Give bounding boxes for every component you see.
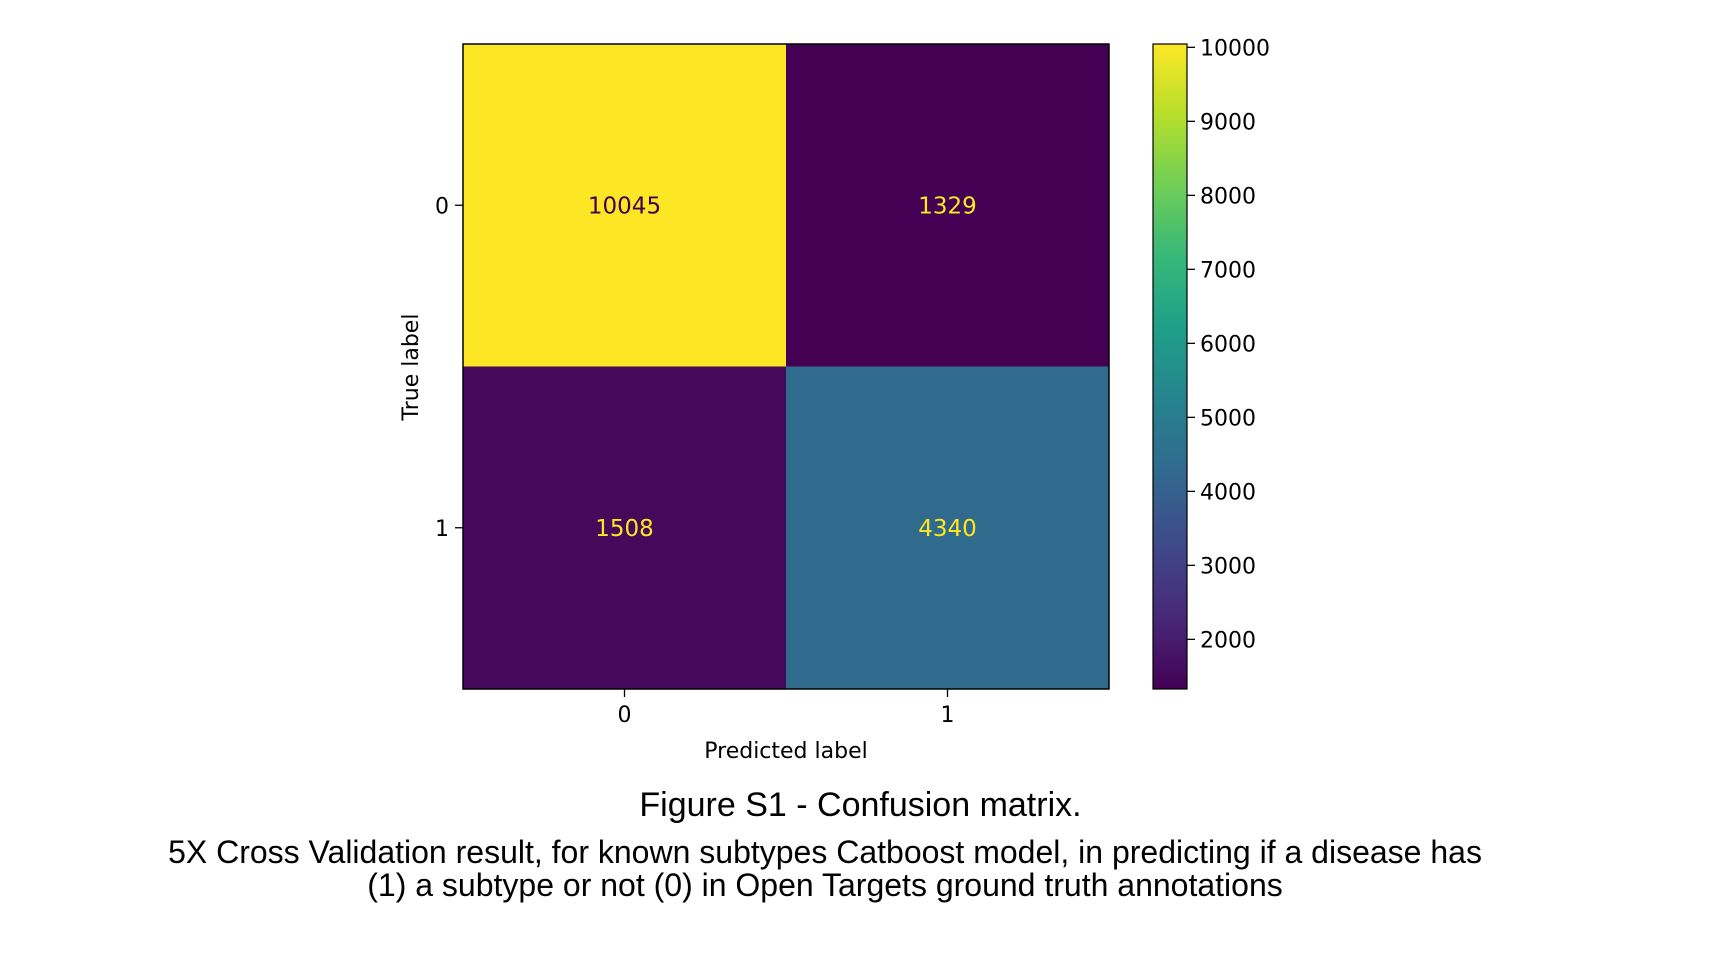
x-axis-label: Predicted label xyxy=(704,739,867,764)
colorbar-tick-label-5: 7000 xyxy=(1200,258,1256,283)
cell-value-label-1-1: 4340 xyxy=(918,516,977,542)
cell-value-label-0-1: 1329 xyxy=(918,193,977,219)
matrix-cell-0-1 xyxy=(786,44,1110,367)
y-axis-ticks: 01 xyxy=(435,194,463,542)
figure-caption-title: Figure S1 - Confusion matrix. xyxy=(639,786,1082,824)
colorbar-tick-label-1: 3000 xyxy=(1200,554,1256,579)
y-tick-label-0: 0 xyxy=(435,194,449,219)
matrix-cell-0-0 xyxy=(463,44,787,367)
colorbar-tick-label-7: 9000 xyxy=(1200,110,1256,135)
colorbar xyxy=(1152,43,1188,690)
colorbar-tick-label-0: 2000 xyxy=(1200,628,1256,653)
figure-caption-description: 5X Cross Validation result, for known su… xyxy=(168,834,1482,903)
y-tick-label-1: 1 xyxy=(435,517,449,542)
colorbar-tick-label-2: 4000 xyxy=(1200,480,1256,505)
colorbar-tick-label-4: 6000 xyxy=(1200,332,1256,357)
colorbar-tick-label-8: 10000 xyxy=(1200,36,1270,61)
matrix-cell-1-0 xyxy=(463,366,787,690)
x-tick-label-0: 0 xyxy=(618,703,632,728)
matrix-cells: 10045 1329 1508 4340 xyxy=(463,44,1110,690)
colorbar-tick-label-3: 5000 xyxy=(1200,406,1256,431)
cell-value-label-1-0: 1508 xyxy=(595,516,654,542)
x-tick-label-1: 1 xyxy=(941,703,955,728)
plot-frame xyxy=(462,43,1110,690)
cell-value-label-0-0: 10045 xyxy=(588,193,661,219)
colorbar-ticks: 2000 3000 4000 5000 6000 7000 8000 9000 10000 xyxy=(1187,36,1270,653)
colorbar-tick-label-6: 8000 xyxy=(1200,184,1256,209)
matrix-cell-1-1 xyxy=(786,366,1110,690)
y-axis-label: True label xyxy=(399,314,424,422)
